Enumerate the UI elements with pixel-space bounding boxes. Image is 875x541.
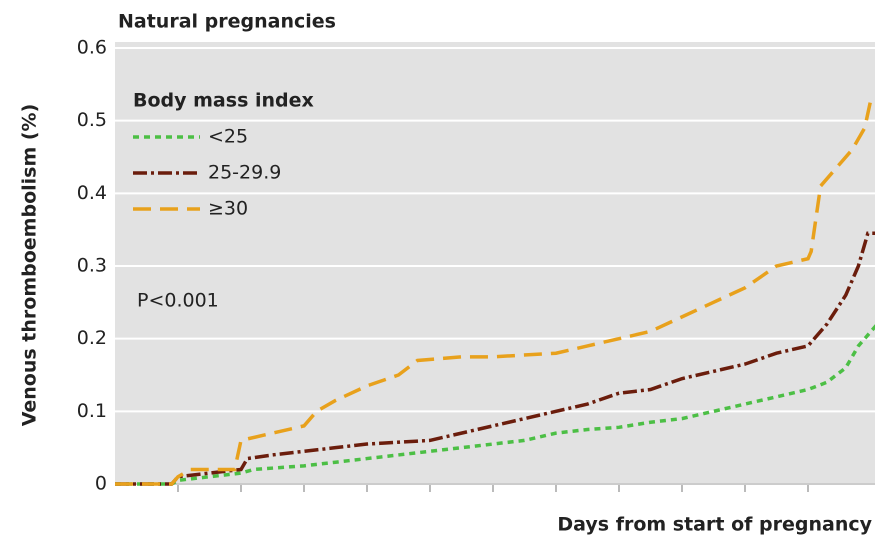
y-tick-label: 0 [95,473,107,495]
series-line [115,98,873,486]
y-tick-label: 0.6 [77,37,107,59]
y-tick-label: 0.4 [77,182,107,204]
chart-title: Natural pregnancies [118,11,336,33]
legend-label: 25-29.9 [208,162,281,184]
legend-title: Body mass index [133,90,314,112]
y-tick-label: 0.3 [77,255,107,277]
y-axis-label: Venous thromboembolism (%) [19,104,41,427]
legend-label: <25 [208,126,248,148]
annotation: P<0.001 [137,290,219,312]
legend-label: ≥30 [208,198,248,220]
y-tick-label: 0.5 [77,109,107,131]
series-line [115,324,875,486]
series-line [115,231,875,486]
y-tick-label: 0.1 [77,400,107,422]
x-axis-label: Days from start of pregnancy [557,514,872,536]
y-tick-label: 0.2 [77,327,107,349]
